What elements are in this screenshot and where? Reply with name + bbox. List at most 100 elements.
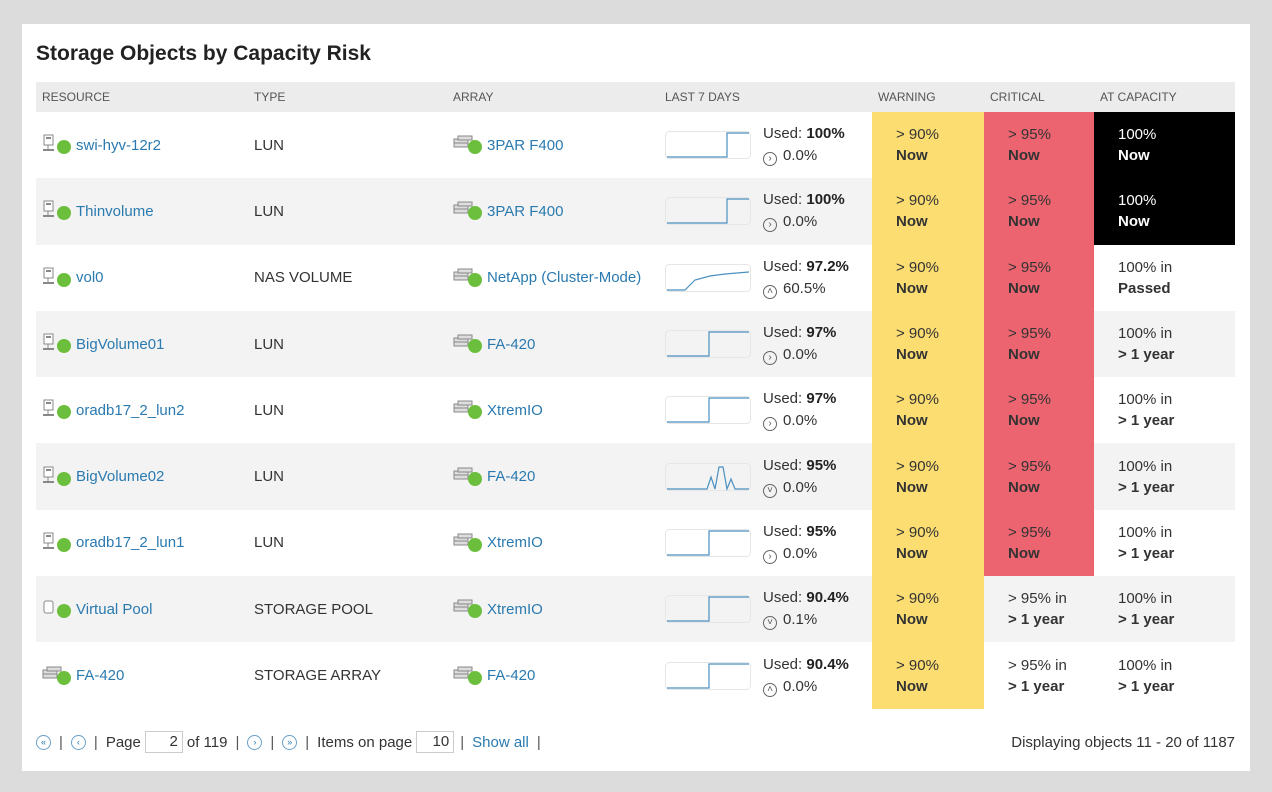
array-icon [453, 134, 483, 156]
array-link[interactable]: 3PAR F400 [487, 202, 564, 220]
array-cell: NetApp (Cluster-Mode) [447, 245, 659, 311]
sparkline[interactable] [665, 658, 751, 694]
page-input[interactable]: 2 [144, 731, 183, 753]
used-value: Used: 97.2% [763, 256, 849, 278]
atcap-cell: 100% Now [1094, 178, 1235, 245]
used-value: Used: 95% [763, 455, 836, 477]
trend-value: › 0.0% [763, 211, 845, 233]
sparkline[interactable] [665, 193, 751, 229]
sparkline[interactable] [665, 392, 751, 428]
pager-divider: | [536, 733, 541, 751]
resource-link[interactable]: oradb17_2_lun2 [76, 401, 185, 419]
resource-link[interactable]: vol0 [76, 269, 104, 287]
last7-cell: Used: 95% › 0.0% [659, 510, 872, 576]
col-last7[interactable]: LAST 7 DAYS [659, 82, 872, 112]
critical-threshold: > 95% in [1008, 590, 1067, 608]
table-row[interactable]: BigVolume01 LUN FA-420 Used: 97% › 0.0% [36, 310, 1235, 378]
table-row[interactable]: oradb17_2_lun1 LUN XtremIO Used: 95% › 0.… [36, 509, 1235, 577]
status-ok-icon [57, 339, 71, 354]
resource-link[interactable]: BigVolume02 [76, 468, 165, 486]
table-row[interactable]: vol0 NAS VOLUME NetApp (Cluster-Mode) Us… [36, 244, 1235, 311]
col-type[interactable]: TYPE [248, 82, 447, 112]
array-link[interactable]: 3PAR F400 [487, 136, 564, 154]
storage-object-icon [42, 267, 72, 289]
table-row[interactable]: Virtual Pool STORAGE POOL XtremIO Used: … [36, 576, 1235, 643]
displaying-count: Displaying objects 11 - 20 of 1187 [1011, 733, 1235, 751]
array-link[interactable]: XtremIO [487, 534, 543, 552]
used-label: Used: [763, 456, 803, 474]
next-page-icon[interactable]: › [247, 734, 263, 750]
used-label: Used: [763, 522, 803, 540]
panel-title: Storage Objects by Capacity Risk [36, 42, 371, 65]
last7-cell: Used: 97.2% ˄ 60.5% [659, 245, 872, 311]
used-label: Used: [763, 324, 803, 342]
table-row[interactable]: oradb17_2_lun2 LUN XtremIO Used: 97% › 0.… [36, 377, 1235, 444]
trend-right-icon: › [763, 152, 777, 167]
critical-cell: > 95% Now [984, 310, 1094, 378]
resource-cell: BigVolume02 [36, 443, 248, 509]
storage-object-icon [42, 134, 72, 156]
status-ok-icon [468, 140, 482, 155]
atcap-when: > 1 year [1118, 611, 1175, 629]
array-link[interactable]: NetApp (Cluster-Mode) [487, 269, 642, 287]
last-page-icon[interactable]: » [282, 734, 298, 750]
warning-cell: > 90% Now [872, 112, 984, 179]
table-row[interactable]: FA-420 STORAGE ARRAY FA-420 Used: 90.4% … [36, 642, 1235, 709]
warning-when: Now [896, 544, 928, 562]
atcap-threshold: 100% in [1118, 590, 1173, 608]
show-all-link[interactable]: Show all [472, 733, 529, 751]
resource-link[interactable]: FA-420 [76, 667, 125, 685]
col-atcap[interactable]: AT CAPACITY [1094, 82, 1235, 112]
array-link[interactable]: FA-420 [487, 335, 536, 353]
warning-threshold: > 90% [896, 457, 939, 475]
used-percent: 95% [806, 456, 837, 474]
atcap-threshold: 100% in [1118, 523, 1173, 541]
trend-value: ˄ 0.0% [763, 676, 849, 698]
critical-cell: > 95% Now [984, 244, 1094, 311]
sparkline[interactable] [665, 525, 751, 561]
array-link[interactable]: XtremIO [487, 600, 543, 618]
first-page-icon[interactable]: « [36, 734, 51, 750]
resource-link[interactable]: oradb17_2_lun1 [76, 534, 185, 552]
col-resource[interactable]: RESOURCE [36, 82, 248, 112]
trend-percent: 0.0% [783, 544, 818, 562]
array-link[interactable]: FA-420 [487, 468, 536, 486]
sparkline[interactable] [665, 260, 751, 296]
resource-link[interactable]: Thinvolume [76, 202, 154, 220]
sparkline[interactable] [665, 127, 751, 163]
used-label: Used: [763, 191, 803, 209]
col-warning[interactable]: WARNING [872, 82, 984, 112]
table-row[interactable]: Thinvolume LUN 3PAR F400 Used: 100% › 0.0… [36, 178, 1235, 245]
resource-cell: Virtual Pool [36, 576, 248, 642]
array-link[interactable]: FA-420 [487, 667, 536, 685]
resource-link[interactable]: Virtual Pool [76, 600, 153, 618]
type-cell: LUN [254, 136, 285, 154]
trend-value: ˅ 0.0% [763, 477, 836, 499]
sparkline[interactable] [665, 459, 751, 495]
trend-value: › 0.0% [763, 344, 836, 366]
table-row[interactable]: BigVolume02 LUN FA-420 Used: 95% ˅ 0.0% [36, 443, 1235, 510]
table-row[interactable]: swi-hyv-12r2 LUN 3PAR F400 Used: 100% › 0… [36, 112, 1235, 179]
used-percent: 90.4% [806, 655, 849, 673]
col-critical[interactable]: CRITICAL [984, 82, 1094, 112]
col-array[interactable]: ARRAY [447, 82, 659, 112]
array-icon [453, 466, 483, 488]
atcap-threshold: 100% [1118, 192, 1157, 210]
resource-link[interactable]: BigVolume01 [76, 335, 165, 353]
last7-cell: Used: 90.4% ˄ 0.0% [659, 642, 872, 708]
used-label: Used: [763, 257, 803, 275]
warning-when: Now [896, 279, 928, 297]
sparkline[interactable] [665, 326, 751, 362]
array-link[interactable]: XtremIO [487, 401, 543, 419]
used-value: Used: 90.4% [763, 654, 849, 676]
prev-page-icon[interactable]: ‹ [70, 734, 86, 750]
trend-right-icon: › [763, 218, 777, 233]
sparkline[interactable] [665, 591, 751, 627]
items-per-page-input[interactable]: 10 [416, 731, 455, 753]
array-icon [453, 399, 483, 421]
resource-link[interactable]: swi-hyv-12r2 [76, 136, 162, 154]
pager-divider: | [460, 733, 465, 751]
warning-cell: > 90% Now [872, 509, 984, 577]
critical-when: Now [1008, 544, 1040, 562]
trend-up-icon: ˄ [763, 682, 777, 697]
